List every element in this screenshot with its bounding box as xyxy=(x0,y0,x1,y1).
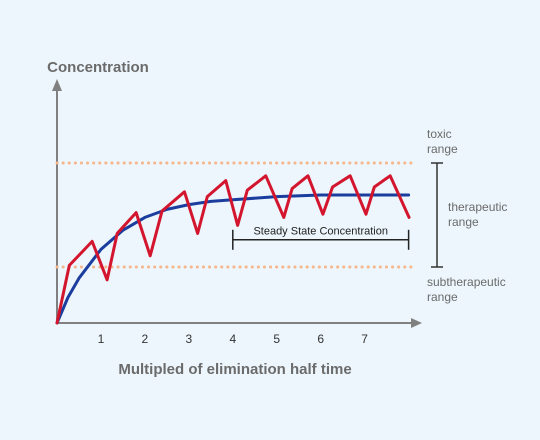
range-label: subtherapeutic xyxy=(427,275,506,289)
x-tick-label: 3 xyxy=(186,332,193,346)
x-tick-label: 2 xyxy=(142,332,149,346)
x-axis-label: Multipled of elimination half time xyxy=(118,361,351,378)
x-axis-arrow xyxy=(411,318,422,328)
x-tick-label: 6 xyxy=(317,332,324,346)
x-tick-label: 5 xyxy=(273,332,280,346)
range-label: therapeutic xyxy=(448,200,507,214)
x-tick-label: 4 xyxy=(229,332,236,346)
data-line xyxy=(55,193,411,325)
x-tick-label: 1 xyxy=(98,332,105,346)
data-line xyxy=(55,174,411,325)
range-label: range xyxy=(427,142,458,156)
x-tick-label: 7 xyxy=(361,332,368,346)
range-label: range xyxy=(448,215,479,229)
chart-title: Concentration xyxy=(47,59,149,76)
range-label: range xyxy=(427,290,458,304)
steady-state-label: Steady State Concentration xyxy=(253,226,388,238)
range-label: toxic xyxy=(427,127,452,141)
y-axis-arrow xyxy=(52,79,62,91)
